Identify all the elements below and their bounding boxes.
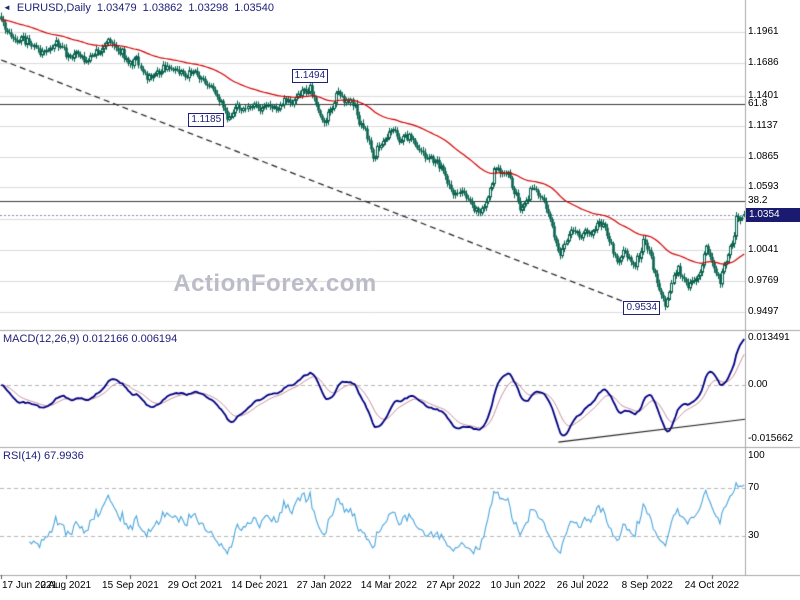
price-axis-label: 1.1961: [748, 26, 779, 37]
rsi-indicator-label: RSI(14) 67.9936: [3, 450, 84, 462]
macd-axis-label: 0.013491: [748, 332, 790, 343]
fib-level-label: 38.2: [748, 195, 768, 207]
price-axis-label: 0.9497: [748, 305, 779, 317]
date-axis-label: 14 Mar 2022: [360, 580, 417, 591]
date-axis-label: 29 Oct 2021: [167, 580, 223, 591]
date-axis-label: 14 Dec 2021: [231, 580, 288, 591]
macd-indicator-label: MACD(12,26,9) 0.012166 0.006194: [3, 333, 178, 345]
date-axis-label: 24 Oct 2022: [684, 580, 740, 591]
price-axis-label: 1.0593: [748, 181, 779, 193]
price-axis-label: 1.0041: [748, 244, 779, 256]
date-axis-label: 15 Sep 2021: [102, 580, 159, 591]
rsi-axis-label: 70: [748, 482, 760, 493]
date-axis-label: 17 Jun 2021: [2, 580, 58, 591]
date-axis-label: 10 Jun 2022: [490, 580, 546, 591]
quote-low: 1.03298: [188, 2, 229, 14]
quote-high: 1.03862: [142, 2, 183, 14]
rsi-axis-label: 100: [748, 450, 765, 461]
price-axis-label: 1.0865: [748, 150, 779, 162]
price-marker-1-1185[interactable]: 1.1185: [188, 113, 225, 128]
macd-axis-label: -0.015662: [748, 433, 794, 444]
price-axis-label: 1.1401: [748, 89, 779, 101]
watermark-actionforex: ActionForex.com: [173, 270, 377, 297]
chart-marker-icon: ◄: [3, 3, 11, 12]
quote-close: 1.03540: [234, 2, 274, 14]
price-marker-0-9534[interactable]: 0.9534: [623, 300, 661, 315]
quote-open: 1.03479: [96, 2, 137, 14]
price-axis-label: 1.1137: [748, 119, 778, 131]
date-axis-label: 27 Apr 2022: [426, 580, 481, 591]
rsi-axis-label: 30: [748, 530, 760, 541]
price-axis-label: 1.1686: [748, 57, 779, 69]
price-axis-label: 0.9769: [748, 275, 779, 286]
fib-level-label: 61.8: [748, 98, 768, 110]
macd-axis-label: 0.00: [748, 379, 768, 390]
current-price-tag: 1.0354: [746, 207, 800, 222]
chart-header: ◄ EURUSD,Daily 1.03479 1.03862 1.03298 1.0354…: [3, 2, 280, 14]
date-axis-label: 27 Jan 2022: [296, 580, 352, 591]
price-marker-1-1494[interactable]: 1.1494: [291, 69, 329, 84]
chart-symbol-timeframe: EURUSD,Daily: [16, 2, 91, 14]
date-axis-label: 8 Sep 2022: [621, 580, 673, 591]
date-axis-label: 26 Jul 2022: [556, 580, 609, 591]
date-axis-label: 2 Aug 2021: [40, 580, 92, 591]
